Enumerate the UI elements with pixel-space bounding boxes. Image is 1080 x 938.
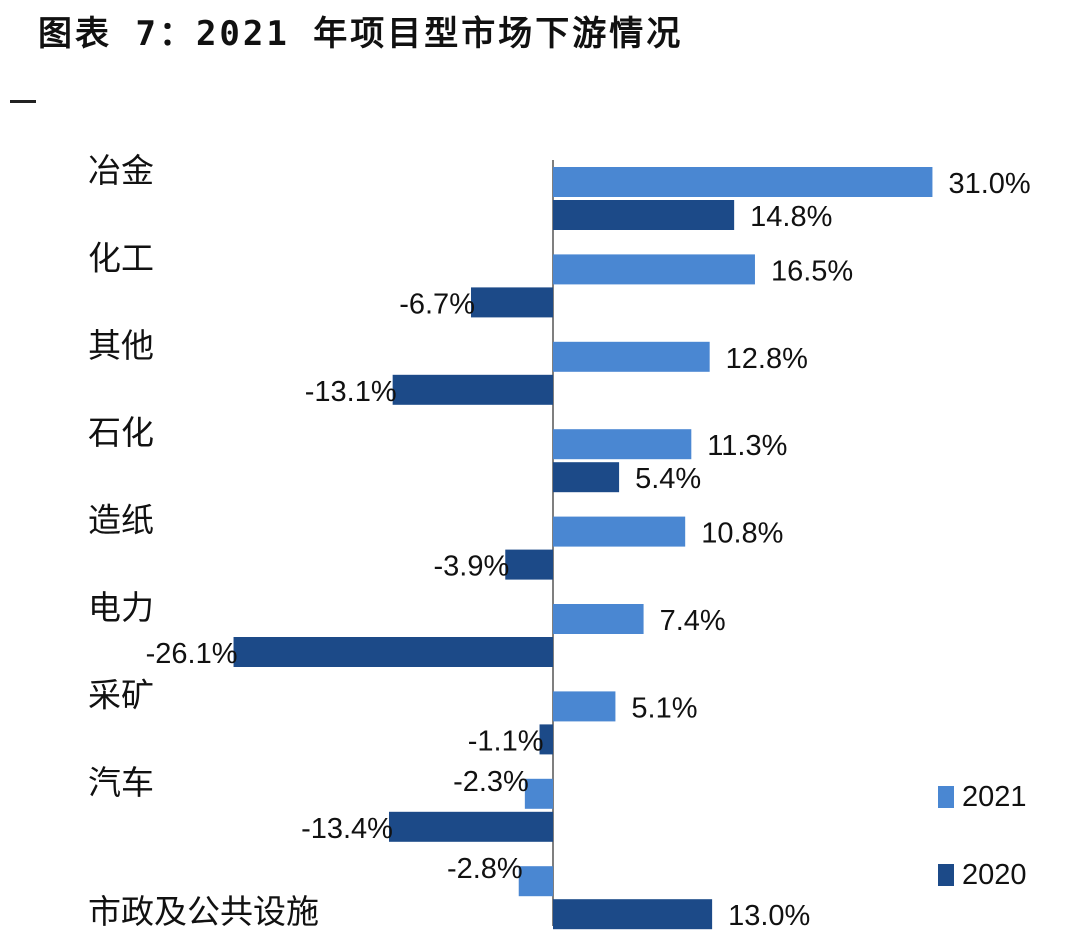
legend-item-2020: 2020 (938, 836, 1027, 914)
data-label: 10.8% (701, 518, 783, 550)
category-label: 冶金 (88, 151, 154, 190)
data-label: 11.3% (707, 430, 787, 462)
bar-2020 (553, 200, 735, 230)
chart-title: 图表 7：2021 年项目型市场下游情况 (38, 14, 684, 54)
data-label: 5.1% (631, 692, 697, 724)
top-left-dash (10, 100, 36, 103)
category-label: 其他 (88, 326, 154, 365)
bar-2020 (388, 811, 553, 842)
data-label: -6.7% (399, 288, 475, 320)
bar-2021 (553, 167, 933, 197)
data-label: -2.3% (453, 766, 529, 798)
bar-2020 (553, 462, 620, 493)
data-label: 13.0% (728, 900, 810, 932)
data-label: 12.8% (726, 343, 808, 375)
legend-label-2020: 2020 (962, 858, 1027, 891)
data-label: -3.9% (433, 551, 509, 583)
bar-2021 (553, 691, 616, 722)
data-label: -2.8% (447, 853, 523, 885)
data-label: -13.1% (305, 376, 397, 408)
legend-item-2021: 2021 (938, 758, 1027, 836)
bar-2020 (539, 724, 553, 755)
category-label: 电力 (88, 588, 154, 627)
category-label: 化工 (88, 238, 154, 277)
legend-swatch-2020 (938, 864, 954, 886)
data-label: -1.1% (468, 725, 544, 757)
bar-2021 (518, 866, 553, 897)
data-label: 16.5% (771, 255, 853, 287)
data-label: -13.4% (301, 813, 393, 845)
bar-2020 (392, 374, 553, 405)
legend: 2021 2020 (938, 758, 1027, 914)
bar-2021 (553, 341, 710, 372)
bar-2020 (553, 899, 713, 930)
data-label: -26.1% (146, 638, 238, 670)
category-label: 石化 (88, 413, 154, 452)
data-label: 7.4% (660, 605, 726, 637)
bar-2021 (553, 516, 686, 547)
bar-2021 (553, 604, 644, 634)
bar-2020 (233, 637, 553, 667)
category-label: 市政及公共设施 (88, 892, 319, 931)
data-label: 31.0% (948, 168, 1030, 200)
category-label: 采矿 (88, 675, 154, 714)
category-label: 造纸 (88, 501, 154, 540)
bar-2020 (505, 549, 553, 580)
bar-2021 (553, 429, 692, 460)
legend-swatch-2021 (938, 786, 954, 808)
data-label: 14.8% (750, 201, 832, 233)
bar-2020 (470, 287, 553, 318)
bar-2021 (524, 778, 553, 809)
data-label: 5.4% (635, 463, 701, 495)
bar-2021 (553, 254, 755, 285)
legend-label-2021: 2021 (962, 780, 1027, 813)
category-label: 汽车 (88, 763, 154, 802)
